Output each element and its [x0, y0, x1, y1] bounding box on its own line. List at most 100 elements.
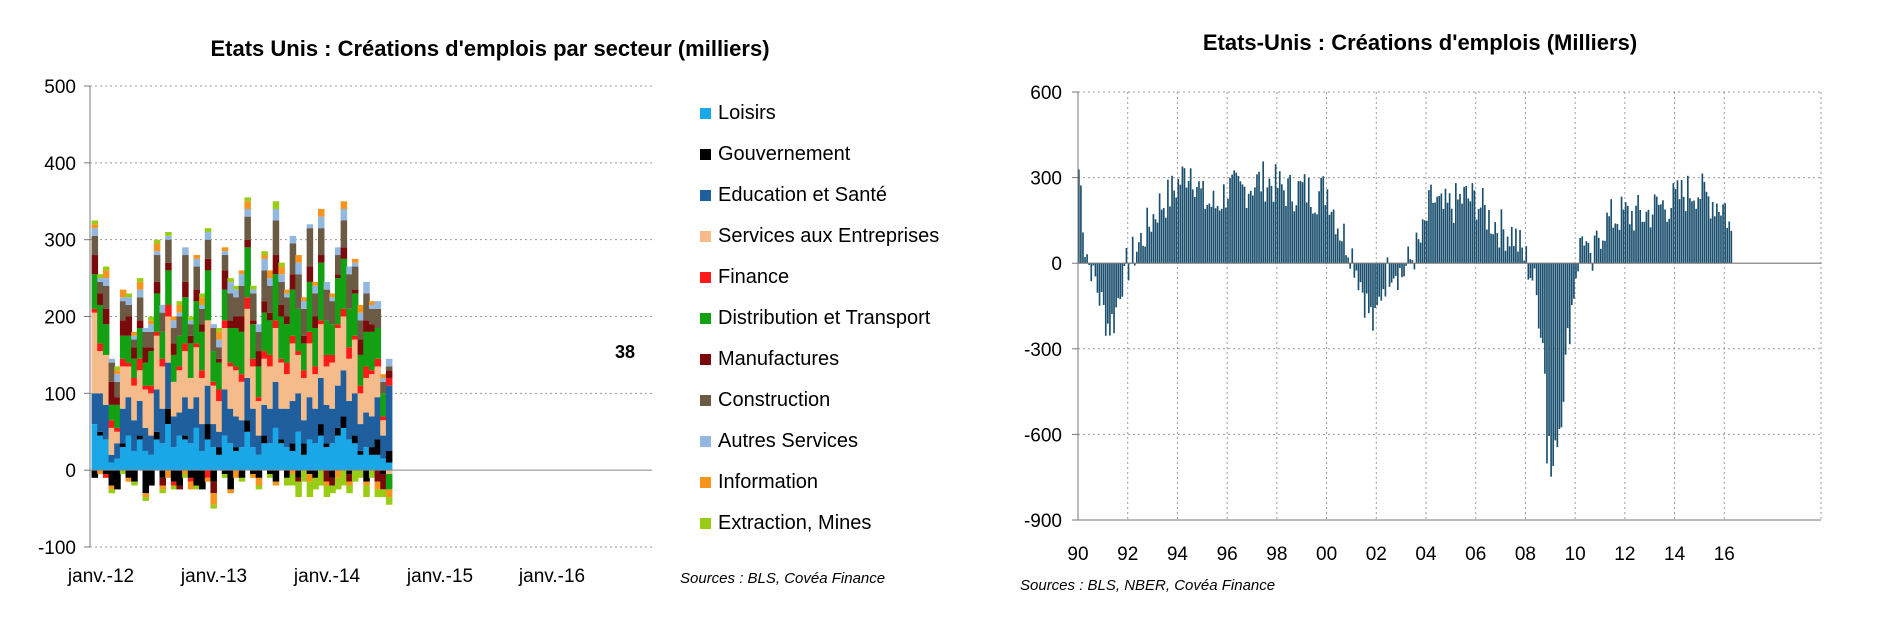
monthly-bar [1430, 184, 1432, 264]
stack-segment [295, 351, 302, 355]
stack-segment [159, 443, 167, 471]
stack-segment [142, 328, 150, 332]
sector-legend: Loisirs Gouvernement Education et Santé Ser… [700, 102, 939, 534]
stack-segment [193, 470, 200, 486]
stack-segment [170, 485, 178, 490]
stack-segment [306, 439, 314, 471]
stack-segment [165, 408, 172, 425]
stack-segment [295, 431, 302, 471]
stack-segment [340, 208, 348, 221]
monthly-bar [1332, 209, 1335, 264]
stack-segment [193, 397, 200, 428]
stack-segment [301, 297, 308, 302]
stack-segment [250, 289, 257, 294]
stack-segment [289, 450, 297, 471]
monthly-bar [1687, 175, 1689, 264]
monthly-bar [1301, 182, 1304, 264]
monthly-bar [1606, 212, 1608, 264]
stack-segment [176, 435, 183, 471]
stack-segment [244, 308, 251, 378]
stack-segment [193, 289, 200, 302]
stack-segment [317, 470, 325, 486]
stack-segment [227, 278, 234, 282]
stack-segment [227, 320, 234, 329]
stack-segment [233, 370, 240, 417]
stack-segment [131, 385, 138, 421]
stack-segment [91, 274, 99, 309]
stack-segment [97, 343, 104, 352]
monthly-bar [1585, 241, 1588, 264]
stack-segment [334, 385, 342, 428]
stack-segment [255, 435, 263, 455]
stack-segment [193, 255, 200, 259]
stack-segment [165, 470, 172, 478]
stack-segment [380, 416, 387, 421]
monthly-bar [1682, 196, 1685, 264]
stack-segment [317, 324, 325, 378]
monthly-bar [1417, 239, 1420, 264]
stack-segment [182, 470, 189, 475]
stack-segment [125, 316, 133, 336]
monthly-bar [1388, 263, 1391, 287]
stack-segment [340, 220, 348, 248]
legend-swatch [700, 272, 711, 283]
stack-segment [216, 328, 223, 332]
stack-segment [153, 281, 161, 294]
stack-segment [278, 316, 285, 359]
monthly-bar [1131, 236, 1134, 264]
stack-segment [136, 358, 144, 371]
stack-segment [108, 489, 116, 494]
stack-segment [204, 270, 212, 321]
stack-segment [317, 435, 325, 471]
legend-label: Education et Santé [718, 184, 887, 206]
stack-segment [346, 470, 353, 475]
stack-segment [272, 255, 280, 275]
stack-segment [363, 412, 370, 448]
stack-segment [312, 470, 319, 478]
stack-segment [312, 443, 319, 471]
stack-segment [238, 470, 246, 478]
monthly-bar [1111, 263, 1113, 315]
stack-segment [250, 470, 257, 475]
stack-segment [334, 470, 342, 478]
stack-segment [317, 216, 325, 229]
stack-segment [165, 235, 172, 240]
monthly-bar [1287, 178, 1289, 264]
stack-segment [114, 458, 121, 471]
monthly-bar [1123, 263, 1126, 266]
stack-segment [221, 270, 229, 290]
stack-segment [221, 435, 229, 471]
stack-segment [368, 447, 376, 455]
stack-segment [136, 281, 144, 290]
stack-segment [306, 481, 314, 498]
monthly-bar [1378, 263, 1381, 297]
stack-segment [153, 251, 161, 256]
stack-segment [255, 470, 263, 478]
stack-segment [227, 328, 234, 363]
stack-segment [346, 485, 353, 494]
monthly-bar [1283, 190, 1285, 264]
stack-segment [380, 458, 387, 471]
monthly-bar [1602, 240, 1604, 264]
monthly-bar [1616, 223, 1619, 264]
stack-segment [176, 470, 183, 486]
stack-segment [289, 343, 297, 402]
stack-segment [295, 470, 302, 478]
stack-segment [136, 439, 144, 471]
monthly-bar [1237, 175, 1240, 264]
monthly-bar [1173, 190, 1175, 264]
stack-segment [176, 304, 183, 313]
stack-segment [334, 255, 342, 275]
stack-segment [199, 424, 206, 451]
monthly-bar [1597, 237, 1600, 264]
monthly-bar [1401, 263, 1403, 278]
stack-segment [385, 377, 393, 386]
monthly-bar [1144, 246, 1146, 264]
sector-chart-svg: Etats Unis : Créations d'emplois par sec… [38, 36, 939, 587]
stack-segment [261, 443, 268, 471]
stack-segment [255, 454, 263, 471]
stack-segment [357, 385, 365, 394]
y-tick-label: -900 [1024, 511, 1062, 532]
stack-segment [340, 316, 348, 371]
stack-segment [284, 470, 291, 478]
